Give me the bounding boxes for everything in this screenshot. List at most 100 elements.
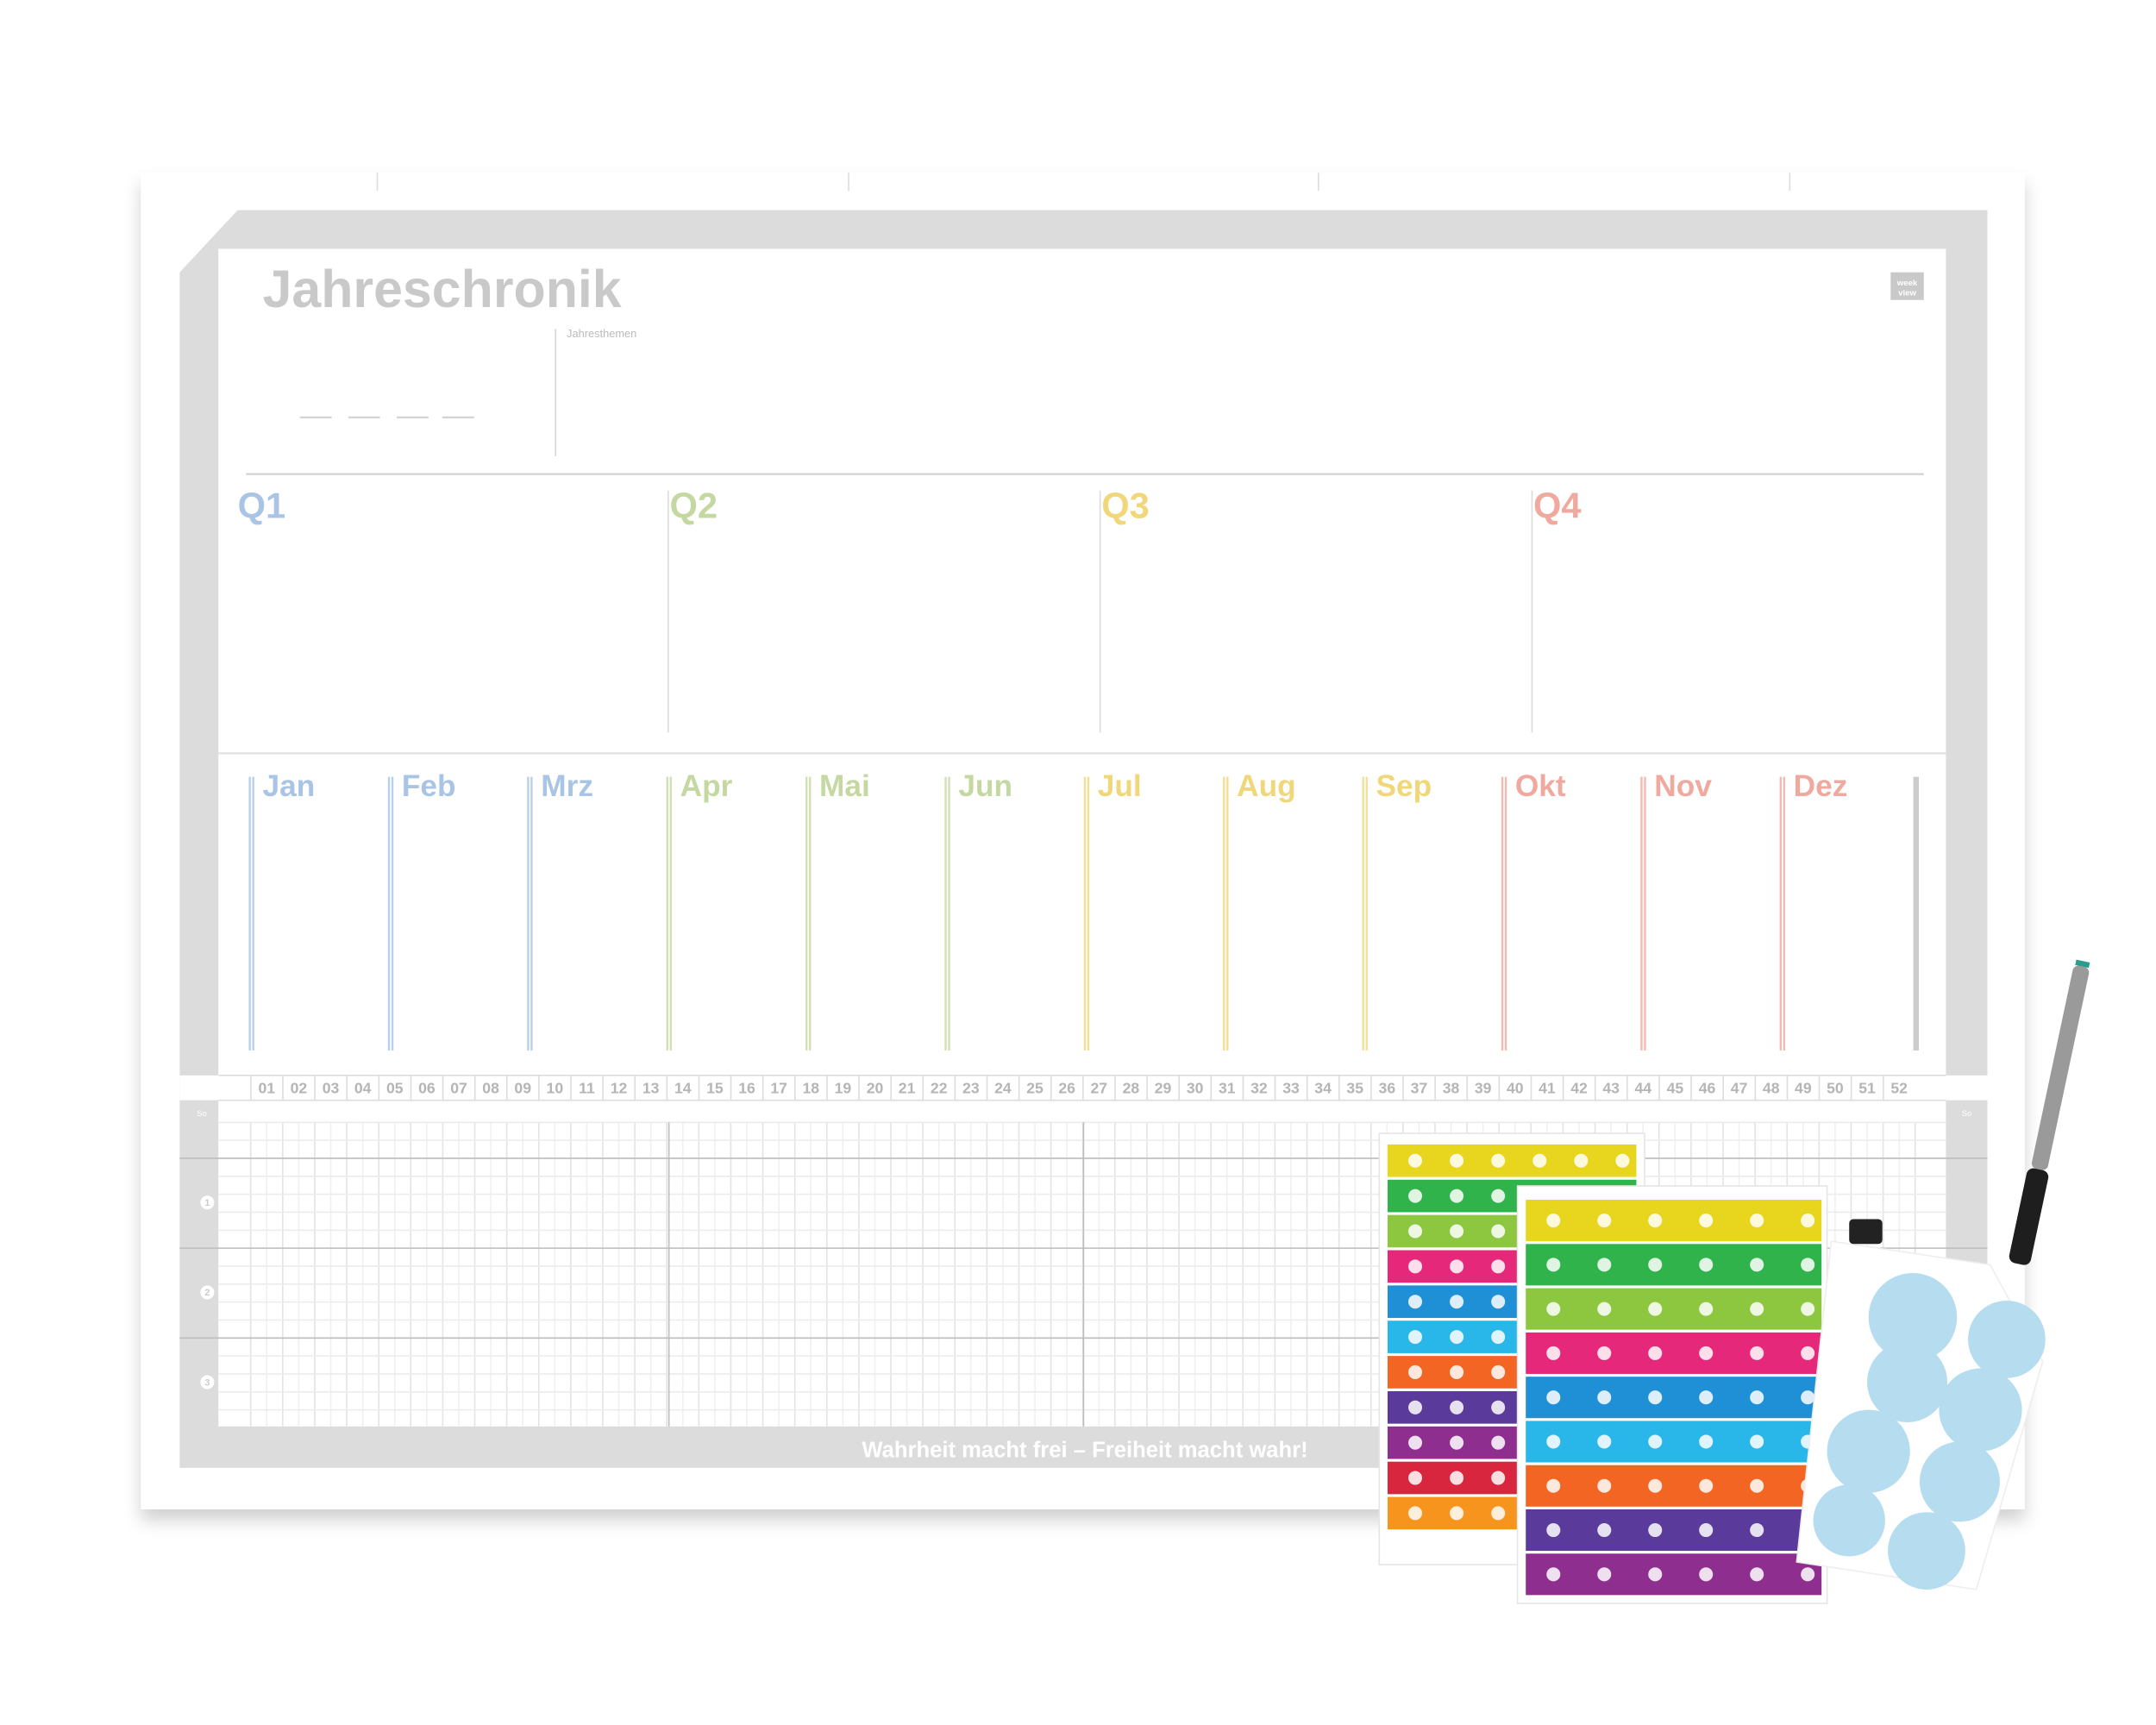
week-number: 08 [482, 1079, 499, 1096]
month-label: Apr [680, 769, 733, 803]
week-number: 02 [291, 1079, 308, 1096]
sticker-icon [1546, 1567, 1561, 1582]
sticker-icon [1491, 1189, 1506, 1203]
sticker-row [1526, 1509, 1822, 1552]
quarter-label: Q2 [669, 486, 718, 526]
sticker-icon [1408, 1364, 1423, 1379]
sticker-icon [1750, 1434, 1764, 1449]
sticker-icon [1597, 1390, 1612, 1405]
week-number: 27 [1090, 1079, 1107, 1096]
sticker-row [1526, 1465, 1822, 1507]
week-number: 36 [1379, 1079, 1396, 1096]
quarter-label: Q4 [1533, 486, 1582, 526]
row-marker [200, 1195, 215, 1210]
sticker-icon [1699, 1258, 1714, 1272]
sticker-row [1526, 1553, 1822, 1596]
sticker-icon [1546, 1214, 1561, 1228]
row-marker [200, 1285, 215, 1300]
dots [1813, 1272, 2046, 1590]
sticker-icon [1648, 1258, 1663, 1272]
sticker-icon [1408, 1330, 1423, 1345]
week-number: 24 [994, 1079, 1012, 1096]
sticker-icon [1491, 1224, 1506, 1239]
sticker-icon [1450, 1153, 1464, 1168]
sticker-icon [1699, 1523, 1714, 1538]
sticker-icon [1450, 1364, 1464, 1379]
week-number: 10 [547, 1079, 564, 1096]
month-label: Okt [1515, 769, 1566, 803]
week-number: 42 [1570, 1079, 1588, 1096]
week-number: 51 [1858, 1079, 1876, 1096]
logo-text: view [1898, 288, 1916, 298]
week-number: 43 [1602, 1079, 1620, 1096]
week-number: 49 [1795, 1079, 1812, 1096]
week-number: 25 [1026, 1079, 1044, 1096]
sticker-icon [1750, 1523, 1764, 1538]
sticker-icon [1648, 1478, 1663, 1493]
week-number: 05 [386, 1079, 404, 1096]
sticker-row [1526, 1244, 1822, 1286]
sticker-icon [1491, 1435, 1506, 1450]
sticker-icon [1801, 1390, 1815, 1405]
sticker-row [1526, 1332, 1822, 1374]
sticker-icon [1450, 1471, 1464, 1485]
week-number: 01 [258, 1079, 275, 1096]
week-number: 45 [1667, 1079, 1684, 1096]
month-label: Nov [1654, 769, 1712, 803]
sticker-icon [1491, 1259, 1506, 1274]
sticker-icon [1450, 1400, 1464, 1414]
sticker-icon [1648, 1567, 1663, 1582]
sticker-icon [1574, 1153, 1589, 1168]
sticker-icon [1801, 1302, 1815, 1316]
sticker-icon [1491, 1471, 1506, 1485]
week-number: 47 [1731, 1079, 1748, 1096]
day-label: So [197, 1109, 207, 1119]
month-label: Sep [1376, 769, 1432, 803]
week-number: 39 [1475, 1079, 1492, 1096]
clip [1849, 1219, 1883, 1245]
sticker-icon [1491, 1330, 1506, 1345]
sticker-icon [1699, 1434, 1714, 1449]
week-number: 33 [1282, 1079, 1300, 1096]
sticker-icon [1450, 1259, 1464, 1274]
sticker-icon [1408, 1506, 1423, 1521]
quarter-label: Q1 [238, 486, 286, 526]
sticker-icon [1597, 1567, 1612, 1582]
week-label: Wo [1955, 1079, 1978, 1096]
sticker-icon [1597, 1302, 1612, 1316]
pen [2009, 959, 2090, 1265]
sticker-icon [1615, 1153, 1630, 1168]
week-number: 30 [1187, 1079, 1204, 1096]
sticker-rows [1526, 1200, 1822, 1596]
week-number: 35 [1346, 1079, 1363, 1096]
week-number: 52 [1890, 1079, 1908, 1096]
sticker-icon [1597, 1434, 1612, 1449]
week-number: 22 [931, 1079, 948, 1096]
week-number: 23 [962, 1079, 980, 1096]
sticker-icon [1450, 1224, 1464, 1239]
logo-text: week [1896, 279, 1918, 288]
month-label: Dez [1794, 769, 1848, 803]
sticker-icon [1546, 1346, 1561, 1360]
month-label: Jul [1098, 769, 1142, 803]
week-number: 46 [1699, 1079, 1716, 1096]
week-number: 44 [1634, 1079, 1651, 1096]
row-number: 3 [204, 1377, 210, 1388]
week-number: 12 [611, 1079, 628, 1096]
sticker-icon [1801, 1258, 1815, 1272]
sticker-icon [1699, 1567, 1714, 1582]
week-number: 32 [1250, 1079, 1268, 1096]
sticker-icon [1546, 1434, 1561, 1449]
week-number: 48 [1763, 1079, 1780, 1096]
month-label: Mrz [541, 769, 593, 803]
sticker-icon [1546, 1478, 1561, 1493]
sticker-icon [1597, 1346, 1612, 1360]
sticker-icon [1648, 1302, 1663, 1316]
sticker-icon [1450, 1506, 1464, 1521]
sticker-icon [1597, 1258, 1612, 1272]
sticker-icon [1648, 1434, 1663, 1449]
logo-box [1890, 272, 1924, 300]
week-number: 37 [1411, 1079, 1428, 1096]
sticker-icon [1408, 1471, 1423, 1485]
sticker-icon [1546, 1523, 1561, 1538]
